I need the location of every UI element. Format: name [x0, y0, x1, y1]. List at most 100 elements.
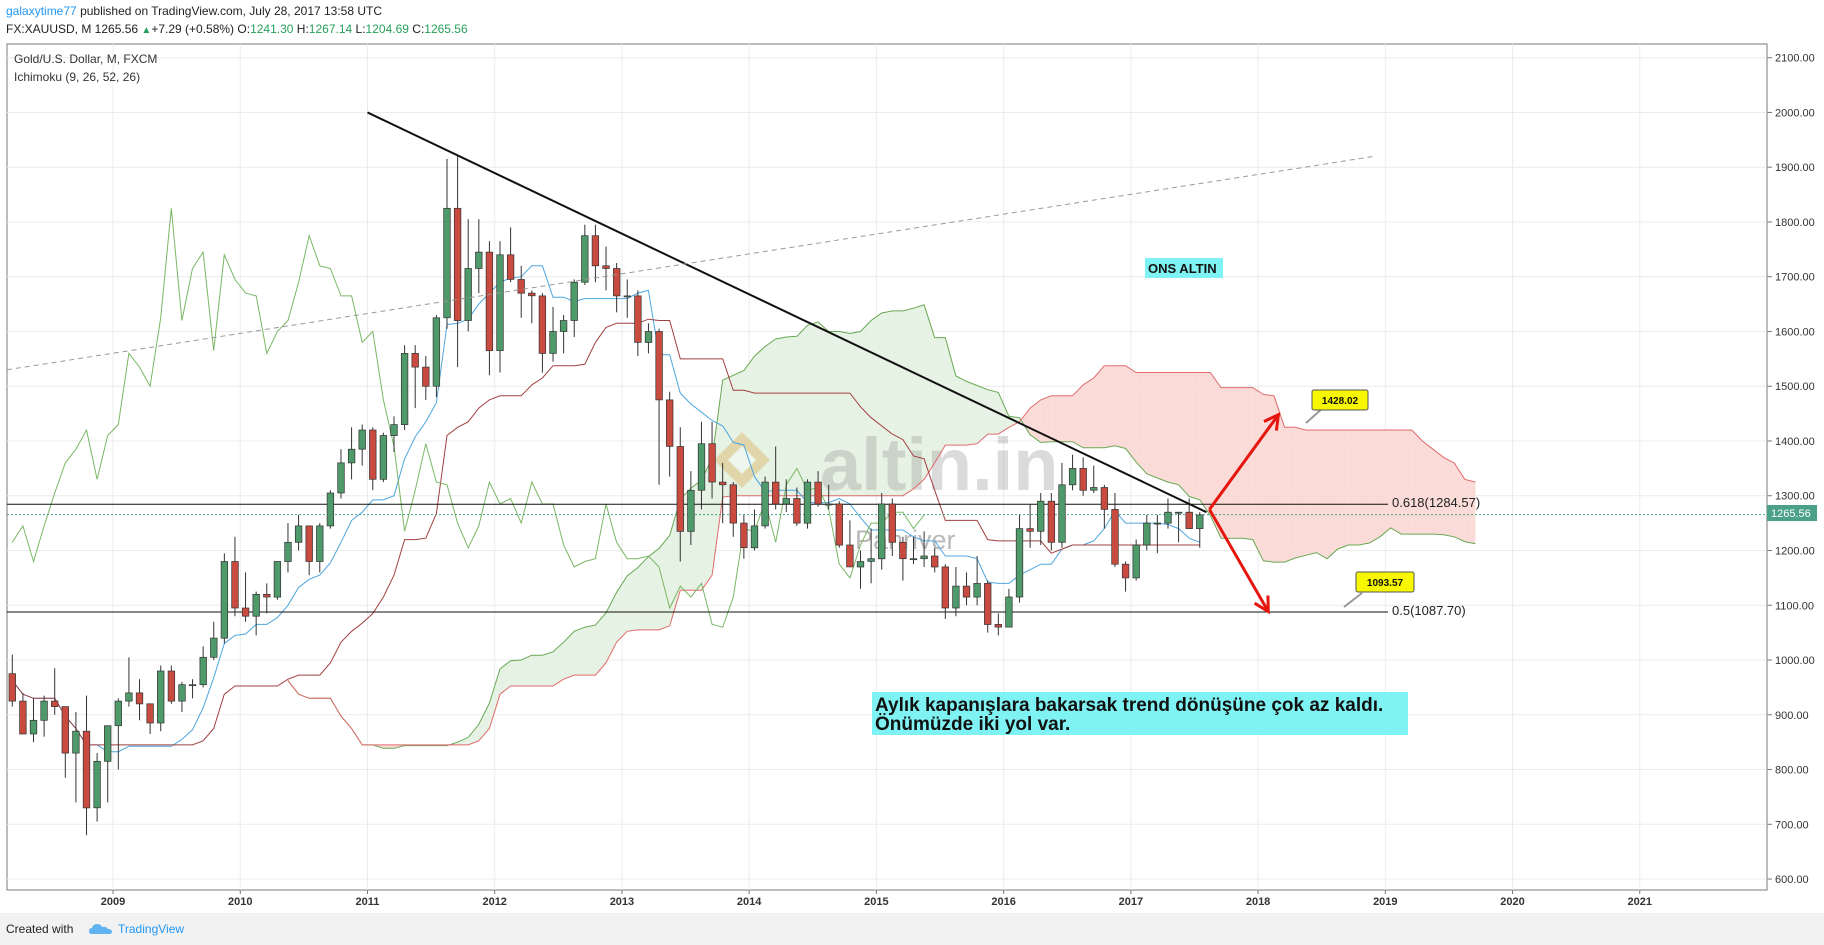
cloud-segment	[1114, 365, 1126, 449]
cloud-segment	[977, 385, 988, 444]
cloud-segment	[722, 375, 734, 498]
cloud-segment	[1327, 430, 1338, 559]
candle-body	[719, 481, 727, 486]
candle-body	[994, 624, 1002, 628]
candle-body	[1015, 528, 1024, 598]
candle-body	[220, 561, 229, 639]
candle-body	[294, 525, 303, 543]
note-line-1: Aylık kapanışlara bakarsak trend dönüşün…	[875, 695, 1383, 716]
candle-body	[867, 558, 875, 562]
fib-05-label: 0.5(1087.70)	[1392, 603, 1466, 618]
scenario-up-arrow	[1208, 413, 1280, 511]
cloud-segment	[1157, 372, 1168, 483]
cloud-segment	[786, 336, 797, 496]
cloud-segment	[584, 625, 596, 676]
price-axis[interactable]: 600.00 700.00 800.00 900.00 1000.00 1100.00 12…	[1767, 53, 1815, 886]
candle-body	[559, 320, 568, 332]
time-axis[interactable]: 2009 2010 2011 2012 2013 2014 2015 2016 2017 2018…	[101, 890, 1652, 908]
cloud-segment	[1464, 479, 1476, 544]
arrowhead-down-icon	[1253, 595, 1270, 615]
candle-body	[1196, 514, 1204, 529]
cloud-segment	[1411, 430, 1423, 535]
x-tick-label: 2010	[228, 896, 252, 908]
low-value: 1204.69	[365, 22, 409, 36]
x-tick-label: 2020	[1500, 896, 1524, 908]
x-tick-label: 2019	[1373, 896, 1397, 908]
cloud-segment	[1199, 372, 1211, 516]
candle-body	[72, 730, 80, 754]
cloud-segment	[1072, 384, 1084, 448]
cloud-segment	[1295, 427, 1306, 559]
candle-body	[379, 435, 388, 480]
note-box	[872, 692, 1408, 735]
watermark-logo-inner-icon	[728, 446, 756, 474]
candle-body	[1037, 500, 1045, 532]
cloud-segment	[828, 331, 840, 496]
candle-body	[422, 366, 430, 387]
cloud-segment	[849, 331, 861, 496]
cloud-segment	[553, 642, 564, 687]
chikou-span	[11, 208, 925, 628]
candle-body	[178, 684, 186, 702]
candle-body	[305, 525, 313, 562]
symbol-line: FX:XAUUSD, M 1265.56	[6, 22, 139, 36]
cloud-segment	[510, 660, 522, 687]
y-tick-label: 1200.00	[1775, 546, 1815, 558]
candle-body	[772, 481, 780, 505]
candle-body	[114, 700, 122, 727]
tradingview-brand-link[interactable]: TradingView	[118, 922, 185, 936]
cloud-segment	[457, 737, 469, 745]
cloud-segment	[383, 744, 394, 749]
watermark-logo-icon	[714, 432, 770, 488]
senkou-span-a	[287, 304, 1476, 749]
candle-body	[453, 207, 462, 321]
cloud-segment	[1231, 387, 1243, 539]
cloud-segment	[1083, 378, 1094, 448]
candle-body	[316, 525, 324, 562]
candle-body	[666, 399, 674, 447]
candle-body	[199, 656, 207, 686]
arrowhead-up-icon	[1263, 412, 1281, 431]
candle-body	[167, 670, 176, 702]
candle-body	[390, 424, 398, 436]
candle-body	[687, 489, 695, 532]
candle-body	[602, 265, 610, 269]
candle-body	[146, 703, 154, 724]
open-value: 1241.30	[250, 22, 294, 36]
candle-body	[157, 670, 165, 724]
cloud-segment	[1263, 394, 1274, 563]
cloud-segment	[1252, 387, 1264, 561]
candle-body	[655, 331, 663, 401]
grid	[7, 44, 1767, 890]
scenario-down-arrow	[1208, 508, 1270, 613]
candle-body	[1143, 522, 1151, 546]
x-tick-label: 2014	[737, 896, 762, 908]
y-tick-label: 1500.00	[1775, 381, 1815, 393]
high-value: 1267.14	[308, 22, 353, 36]
cloud-segment	[616, 575, 628, 643]
legend-indicator[interactable]: Ichimoku (9, 26, 52, 26)	[14, 70, 140, 84]
candle-body	[697, 443, 706, 491]
candle-body	[475, 251, 483, 269]
cloud-segment	[913, 304, 925, 489]
candle-body	[1068, 468, 1077, 486]
x-tick-label: 2011	[356, 896, 380, 908]
x-tick-label: 2009	[101, 896, 125, 908]
cloud-segment	[818, 321, 829, 496]
candle-body	[846, 544, 854, 568]
candle-body	[252, 593, 260, 617]
candle-body	[1111, 509, 1119, 565]
candle-body	[984, 583, 992, 625]
cloud-segment	[1146, 372, 1158, 478]
last-price-value: 1265.56	[1771, 508, 1811, 520]
kijun-sen	[11, 318, 1200, 746]
candle-body	[104, 725, 112, 762]
publisher-link[interactable]: galaxytime77	[6, 4, 77, 18]
candle-body	[591, 235, 600, 267]
candle-body	[1153, 522, 1162, 525]
cloud-segment	[839, 331, 850, 496]
candle-body	[538, 295, 547, 354]
x-tick-label: 2015	[864, 896, 888, 908]
candle-body	[931, 555, 939, 568]
